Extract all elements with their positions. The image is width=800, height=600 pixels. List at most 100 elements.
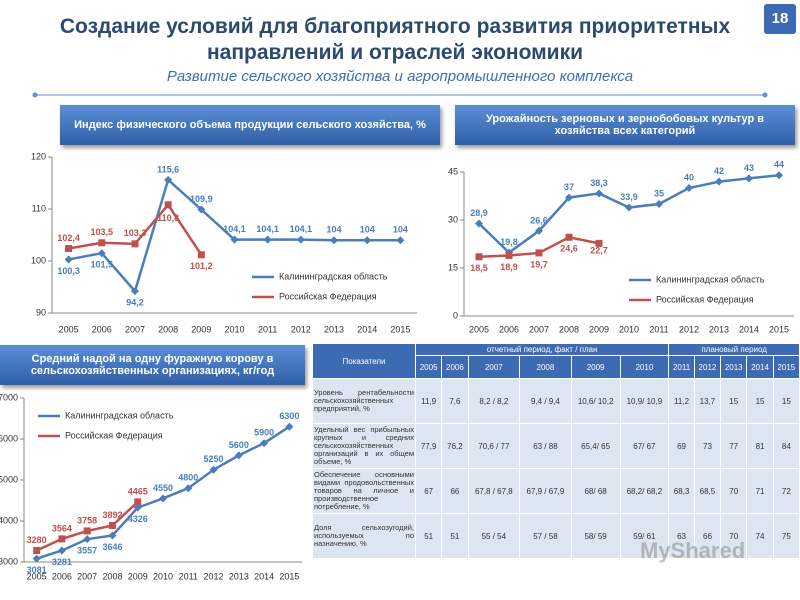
data-label: 103,3 bbox=[124, 228, 147, 238]
year-cell: 2011 bbox=[668, 355, 695, 379]
point bbox=[184, 484, 193, 493]
value-cell: 13,7 bbox=[693, 378, 722, 424]
point bbox=[655, 200, 663, 208]
point bbox=[130, 287, 139, 296]
point bbox=[625, 203, 633, 212]
row-label: Удельный вес прибыльных крупных и средни… bbox=[312, 423, 416, 469]
year-cell: 2006 bbox=[441, 355, 469, 379]
divider-dot bbox=[762, 92, 768, 98]
data-label: 6300 bbox=[279, 411, 299, 421]
point bbox=[285, 422, 294, 431]
value-cell: 67,9 / 67,9 bbox=[519, 468, 572, 514]
data-label: 4465 bbox=[128, 486, 148, 496]
data-label: 40 bbox=[684, 172, 694, 182]
point bbox=[209, 465, 218, 474]
point bbox=[260, 439, 269, 448]
x-tick-label: 2014 bbox=[357, 324, 377, 334]
point bbox=[64, 255, 73, 264]
y-tick-label: 30 bbox=[448, 214, 458, 224]
data-label: 104 bbox=[360, 225, 375, 235]
x-tick-label: 2007 bbox=[529, 324, 549, 334]
value-cell: 66 bbox=[441, 468, 469, 514]
data-label: 5900 bbox=[254, 427, 274, 437]
indicator-table: Показатели отчетный период, факт / план пл… bbox=[312, 343, 800, 559]
value-cell: 7,6 bbox=[441, 378, 469, 424]
table-row: Обеспечение основными видами продовольст… bbox=[312, 468, 800, 514]
point bbox=[32, 554, 41, 563]
value-cell: 63 bbox=[668, 513, 695, 559]
value-cell: 67 bbox=[414, 468, 443, 514]
point bbox=[263, 235, 272, 244]
value-cell: 10,6/ 10,2 bbox=[570, 378, 621, 424]
slide-subtitle: Развитие сельского хозяйства и агропромы… bbox=[166, 68, 634, 85]
data-label: 42 bbox=[714, 166, 724, 176]
row-label: Уровень рентабельности сельскохозяйствен… bbox=[312, 378, 416, 424]
point bbox=[131, 240, 139, 248]
point bbox=[159, 494, 167, 503]
point bbox=[396, 236, 405, 245]
point bbox=[505, 252, 513, 260]
data-label: 3892 bbox=[102, 510, 122, 520]
value-cell: 81 bbox=[746, 423, 774, 469]
data-label: 44 bbox=[774, 160, 784, 170]
y-tick-label: 7000 bbox=[0, 392, 18, 402]
legend-label: Калининградская область bbox=[65, 410, 174, 420]
point bbox=[108, 521, 116, 529]
point bbox=[98, 239, 106, 247]
point bbox=[164, 201, 172, 209]
point bbox=[565, 193, 573, 202]
table-row: Удельный вес прибыльных крупных и средни… bbox=[312, 423, 800, 469]
year-cell: 2009 bbox=[570, 355, 621, 379]
x-tick-label: 2005 bbox=[27, 571, 47, 581]
value-cell: 68,3 bbox=[668, 468, 695, 514]
year-cell: 2007 bbox=[467, 355, 521, 379]
data-label: 5600 bbox=[229, 440, 249, 450]
value-cell: 57 / 58 bbox=[519, 513, 572, 559]
data-label: 104,1 bbox=[290, 224, 313, 234]
x-tick-label: 2015 bbox=[769, 324, 789, 334]
x-tick-label: 2010 bbox=[153, 571, 173, 581]
series-line bbox=[478, 173, 780, 255]
y-tick-label: 6000 bbox=[0, 433, 18, 443]
y-tick-label: 110 bbox=[32, 203, 46, 213]
value-cell: 67,8 / 67,8 bbox=[467, 468, 521, 514]
data-label: 3281 bbox=[52, 557, 72, 567]
point bbox=[134, 498, 142, 506]
point bbox=[775, 171, 783, 180]
data-label: 3758 bbox=[77, 515, 97, 525]
data-label: 28,9 bbox=[470, 208, 488, 218]
point bbox=[83, 535, 92, 544]
y-tick-label: 45 bbox=[448, 166, 458, 176]
data-label: 104 bbox=[393, 225, 408, 235]
year-cell: 2013 bbox=[720, 355, 748, 379]
data-label: 3081 bbox=[27, 565, 47, 575]
data-label: 104 bbox=[327, 225, 342, 235]
value-cell: 71 bbox=[746, 468, 774, 514]
data-label: 38,3 bbox=[590, 178, 608, 188]
x-tick-label: 2009 bbox=[191, 324, 211, 334]
value-cell: 15 bbox=[720, 378, 748, 424]
y-tick-label: 4000 bbox=[0, 515, 18, 525]
data-label: 18,5 bbox=[470, 263, 488, 273]
data-label: 3557 bbox=[77, 546, 97, 556]
year-cell: 2010 bbox=[619, 355, 670, 379]
value-cell: 63 / 88 bbox=[519, 423, 572, 469]
x-tick-label: 2007 bbox=[77, 571, 97, 581]
legend-label: Калининградская область bbox=[279, 271, 388, 281]
value-cell: 10,9/ 10,9 bbox=[619, 378, 670, 424]
data-label: 43 bbox=[744, 163, 754, 173]
data-label: 3564 bbox=[52, 523, 72, 533]
point bbox=[595, 189, 603, 198]
data-label: 103,5 bbox=[91, 227, 114, 237]
value-cell: 68,2/ 68,2 bbox=[619, 468, 670, 514]
point bbox=[97, 249, 106, 258]
point bbox=[565, 233, 573, 241]
data-label: 19,8 bbox=[500, 237, 518, 247]
x-tick-label: 2007 bbox=[125, 324, 145, 334]
value-cell: 51 bbox=[441, 513, 469, 559]
data-label: 3280 bbox=[27, 535, 47, 545]
x-tick-label: 2012 bbox=[291, 324, 311, 334]
header-cell: отчетный период, факт / план bbox=[414, 343, 670, 356]
data-label: 3646 bbox=[102, 542, 122, 552]
chart-title: Урожайность зерновых и зернобобовых куль… bbox=[455, 105, 795, 145]
